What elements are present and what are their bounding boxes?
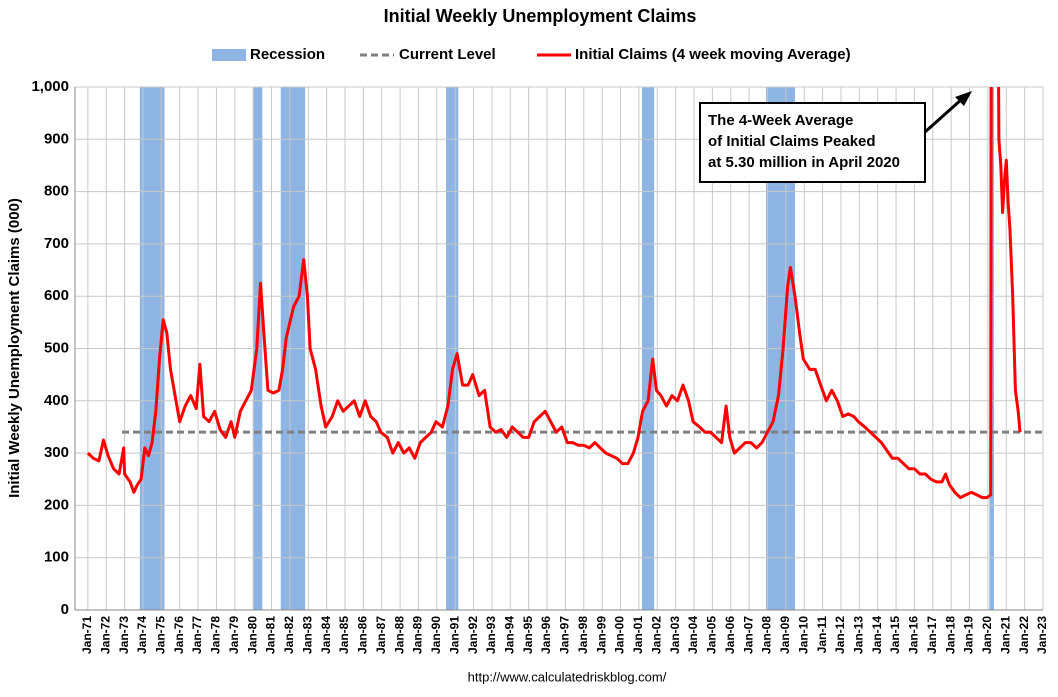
y-tick-label: 200 (44, 496, 69, 513)
x-tick-label: Jan-83 (300, 616, 314, 654)
x-tick-label: Jan-97 (558, 616, 572, 654)
plot-area (86, 87, 1022, 500)
legend-label: Initial Claims (4 week moving Average) (575, 46, 851, 63)
x-tick-label: Jan-73 (117, 616, 131, 654)
x-tick-label: Jan-99 (594, 616, 608, 654)
x-tick-label: Jan-92 (466, 616, 480, 654)
annotation-text: at 5.30 million in April 2020 (708, 154, 900, 171)
x-tick-label: Jan-96 (539, 616, 553, 654)
y-tick-label: 0 (61, 601, 69, 618)
legend-label: Current Level (399, 46, 496, 63)
x-tick-label: Jan-07 (741, 616, 755, 654)
y-tick-label: 800 (44, 183, 69, 200)
x-tick-label: Jan-88 (392, 616, 406, 654)
annotation-arrow (924, 97, 963, 134)
x-tick-label: Jan-03 (668, 616, 682, 654)
x-tick-label: Jan-95 (521, 616, 535, 654)
x-tick-label: Jan-98 (576, 616, 590, 654)
x-tick-label: Jan-21 (998, 616, 1012, 654)
x-tick-label: Jan-12 (833, 616, 847, 654)
y-tick-label: 500 (44, 339, 69, 356)
x-tick-label: Jan-14 (870, 616, 884, 654)
source: http://www.calculatedriskblog.com/ (468, 669, 667, 684)
annotation-text: of Initial Claims Peaked (708, 133, 876, 150)
y-tick-label: 1,000 (31, 78, 69, 95)
x-tick-label: Jan-90 (429, 616, 443, 654)
x-tick-label: Jan-94 (502, 616, 516, 654)
y-axis-label: Initial Weekly Unemployment Claims (000) (6, 198, 23, 498)
x-tick-label: Jan-79 (227, 616, 241, 654)
x-tick-label: Jan-71 (80, 616, 94, 654)
x-tick-label: Jan-87 (374, 616, 388, 654)
y-tick-label: 900 (44, 130, 69, 147)
x-tick-label: Jan-84 (319, 616, 333, 654)
y-tick-label: 100 (44, 549, 69, 566)
x-tick-label: Jan-16 (907, 616, 921, 654)
x-tick-label: Jan-18 (943, 616, 957, 654)
annotation-arrowhead (955, 91, 972, 106)
x-tick-label: Jan-93 (484, 616, 498, 654)
y-tick-label: 700 (44, 235, 69, 252)
x-tick-label: Jan-81 (264, 616, 278, 654)
x-tick-label: Jan-04 (686, 616, 700, 654)
x-tick-label: Jan-09 (778, 616, 792, 654)
annotation-box (699, 102, 926, 183)
x-tick-label: Jan-74 (135, 616, 149, 654)
x-tick-label: Jan-10 (796, 616, 810, 654)
x-tick-label: Jan-91 (447, 616, 461, 654)
x-tick-label: Jan-11 (815, 616, 829, 654)
legend-swatch (212, 49, 246, 61)
x-tick-label: Jan-08 (760, 616, 774, 654)
x-tick-label: Jan-77 (190, 616, 204, 654)
claims-line (86, 87, 1022, 500)
x-tick-label: Jan-89 (411, 616, 425, 654)
x-tick-label: Jan-75 (154, 616, 168, 654)
x-tick-label: Jan-86 (356, 616, 370, 654)
x-tick-label: Jan-72 (98, 616, 112, 654)
y-tick-label: 300 (44, 444, 69, 461)
annotation-text: The 4-Week Average (708, 112, 853, 129)
x-tick-label: Jan-05 (705, 616, 719, 654)
x-tick-label: Jan-13 (851, 616, 865, 654)
x-tick-label: Jan-85 (337, 616, 351, 654)
y-tick-label: 400 (44, 392, 69, 409)
x-tick-label: Jan-22 (1017, 616, 1031, 654)
x-tick-label: Jan-15 (888, 616, 902, 654)
chart-title: Initial Weekly Unemployment Claims (384, 6, 697, 26)
x-tick-label: Jan-82 (282, 616, 296, 654)
x-tick-label: Jan-17 (925, 616, 939, 654)
x-tick-label: Jan-06 (723, 616, 737, 654)
y-tick-label: 600 (44, 287, 69, 304)
x-tick-label: Jan-19 (962, 616, 976, 654)
legend-label: Recession (250, 46, 325, 63)
x-tick-label: Jan-02 (649, 616, 663, 654)
x-tick-label: Jan-76 (172, 616, 186, 654)
x-tick-label: Jan-20 (980, 616, 994, 654)
x-tick-label: Jan-01 (631, 616, 645, 654)
x-tick-label: Jan-00 (613, 616, 627, 654)
x-tick-label: Jan-80 (245, 616, 259, 654)
x-tick-label: Jan-78 (209, 616, 223, 654)
x-tick-label: Jan-23 (1035, 616, 1049, 654)
